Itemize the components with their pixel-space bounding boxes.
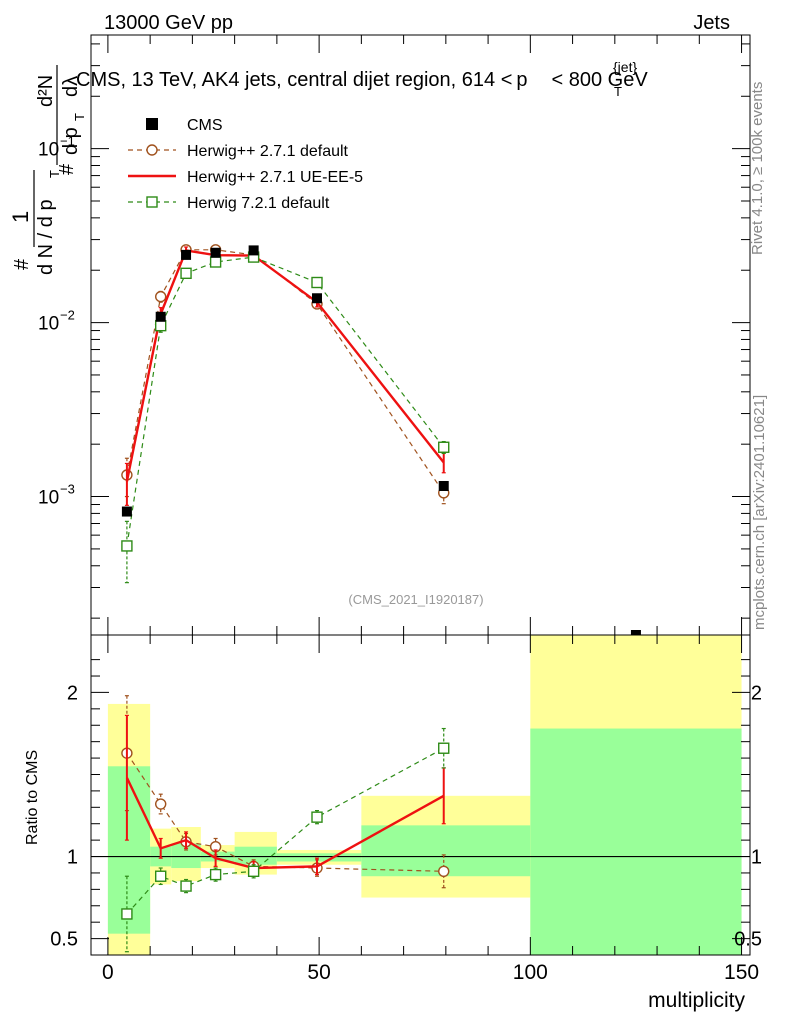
ratio-band-stat — [530, 728, 742, 955]
analysis-watermark: (CMS_2021_I1920187) — [348, 592, 483, 607]
ratio-y-tick-label-right: 1 — [751, 847, 762, 869]
legend-label: Herwig++ 2.7.1 UE-EE-5 — [187, 169, 363, 186]
main-plot — [121, 244, 641, 635]
ratio-y-tick-label: 2 — [67, 682, 78, 704]
ratio-series-3-point — [247, 865, 260, 878]
ylabel-upper: d²N — [35, 75, 57, 107]
chart-title: CMS, 13 TeV, AK4 jets, central dijet reg… — [76, 59, 648, 99]
mc-series-3-point — [311, 276, 323, 289]
ratio-y-tick-label: 1 — [67, 847, 78, 869]
ylabel-lower-sub: T — [47, 170, 62, 178]
x-tick-label: 100 — [513, 961, 548, 984]
mc-series-1-point — [155, 290, 167, 303]
header-left-label: 13000 GeV pp — [104, 12, 233, 34]
legend-label: Herwig++ 2.7.1 default — [187, 143, 349, 160]
y-tick-label-exp: −1 — [60, 134, 75, 149]
x-tick-label: 0 — [102, 961, 114, 984]
ratio-series-1-point — [155, 798, 167, 810]
title-p: p — [516, 69, 527, 91]
ratio-series-3-point — [209, 868, 222, 881]
legend-marker-cms — [146, 118, 158, 130]
mc-series-3-point — [121, 540, 133, 552]
legend: CMS Herwig++ 2.7.1 default Herwig++ 2.7.1 … — [128, 117, 363, 212]
mc-series-3-point — [155, 319, 167, 332]
header-right-label: Jets — [693, 12, 730, 34]
ratio-frame — [90, 634, 751, 956]
ratio-y-tick-label-right: 0.5 — [734, 929, 762, 951]
ratio-series-3-point — [311, 811, 323, 823]
legend-label: CMS — [187, 117, 223, 134]
ratio-series-3-point — [438, 742, 450, 754]
legend-label: Herwig 7.2.1 default — [187, 195, 330, 212]
x-axis-label: multiplicity — [648, 989, 745, 1012]
y-tick-label-exp: −2 — [60, 308, 75, 323]
ratio-y-tick-label-right: 2 — [751, 682, 762, 704]
y-tick-label-base: 10 — [38, 140, 59, 161]
ratio-y-tick-label: 0.5 — [50, 929, 78, 951]
title-main: CMS, 13 TeV, AK4 jets, central dijet reg… — [76, 69, 512, 91]
x-tick-label: 150 — [724, 961, 759, 984]
cms-data-point — [155, 311, 166, 322]
legend-marker-square — [146, 196, 158, 208]
ratio-series-3-point — [155, 870, 167, 882]
mcplots-label: mcplots.cern.ch [arXiv:2401.10621] — [751, 395, 768, 630]
mc-series-3-point — [209, 256, 222, 268]
cms-data-point — [181, 249, 192, 260]
main-axes: 10−310−210−1 — [38, 35, 750, 635]
title-tail: < 800 GeV — [552, 69, 649, 91]
rivet-label: Rivet 4.1.0, ≥ 100k events — [749, 82, 766, 255]
cms-data-point — [121, 506, 132, 517]
ratio-bands — [107, 635, 742, 955]
ratio-band-stat — [276, 853, 362, 862]
y-tick-label-base: 10 — [38, 488, 59, 509]
mc-series-2-line — [125, 249, 445, 482]
ylabel-hash-2: # — [56, 163, 78, 175]
title-sup: {jet} — [613, 59, 637, 75]
cms-data-point — [312, 293, 323, 304]
ratio-series-3-point — [121, 908, 133, 920]
y-tick-label-exp: −3 — [60, 482, 75, 497]
ylabel-upper-b-sub: T — [72, 113, 87, 121]
main-y-axis-label: # 1 d N / d p T # d²N d p T dλ — [8, 65, 87, 275]
y-tick-label-base: 10 — [38, 314, 59, 335]
ratio-series-1-point — [438, 865, 450, 878]
title-sub: T — [614, 84, 622, 99]
ratio-axes: 0.5 0.5 1 1 2 2 0 50 100 150 — [50, 635, 762, 984]
ratio-series-3-point — [180, 880, 192, 892]
ratio-band-stat — [107, 766, 151, 934]
cms-data-point — [248, 245, 259, 256]
mc-series-3-point — [180, 267, 192, 280]
cms-data-point — [210, 247, 221, 258]
legend-marker-circle — [146, 144, 158, 156]
svg-text:CMS, 13 TeV, AK4 jets, central: CMS, 13 TeV, AK4 jets, central dijet reg… — [76, 69, 648, 91]
ylabel-upper-c: dλ — [60, 76, 82, 97]
ylabel-one: 1 — [8, 211, 33, 223]
ylabel-upper-b: d p — [60, 127, 82, 155]
ratio-plot — [91, 695, 750, 953]
ratio-y-axis-label: Ratio to CMS — [24, 750, 41, 845]
ylabel-lower: d N / d p — [35, 199, 57, 275]
mc-series-1-line — [126, 249, 445, 494]
cms-data-point — [438, 480, 449, 491]
ylabel-hash-1: # — [11, 258, 33, 270]
mc-series-3-point — [438, 441, 450, 453]
x-tick-label: 50 — [307, 961, 330, 984]
cms-data-point — [630, 630, 641, 635]
